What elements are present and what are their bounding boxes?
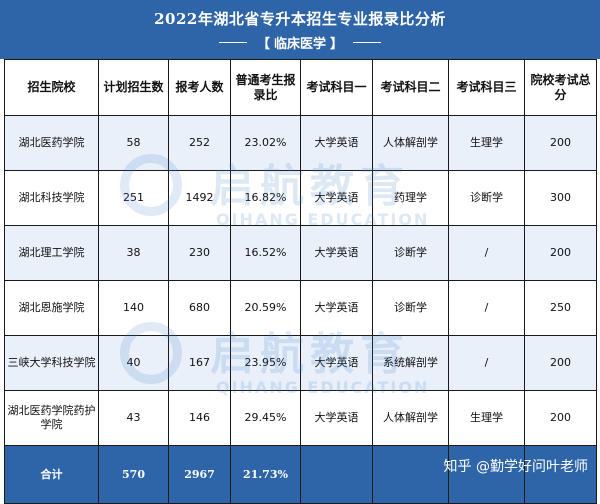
subject-two-cell: 诊断学 [372,225,449,281]
column-header: 报考人数 [168,59,231,116]
column-header: 普通考生报录比 [230,59,301,116]
table-row: 湖北恩施学院 140 680 20.59% 大学英语 诊断学 / 250 [4,280,597,336]
major-subtitle: 临床医学 [273,36,326,52]
total-label-cell: 合计 [4,445,99,504]
table-row: 湖北医药学院药护学院 43 146 29.45% 大学英语 人体解剖学 生理学 … [4,390,597,446]
subject-one-cell: 大学英语 [300,170,373,226]
planned-enrollment-cell: 251 [98,170,169,226]
planned-enrollment-cell: 38 [98,225,169,281]
school-name-cell: 湖北医药学院药护学院 [4,390,99,446]
subject-three-cell: 生理学 [448,390,525,446]
admission-ratio-table: 招生院校 计划招生数 报考人数 普通考生报录比 考试科目一 考试科目二 考试科目… [4,59,597,504]
column-header: 考试科目二 [372,59,449,116]
subject-two-cell: 人体解剖学 [372,115,449,171]
total-score-cell: 200 [524,115,597,171]
total-score-cell: 250 [524,280,597,336]
school-name-cell: 湖北理工学院 [4,225,99,281]
column-header: 计划招生数 [98,59,169,116]
subject-two-cell: 人体解剖学 [372,390,449,446]
table-row: 三峡大学科技学院 40 167 23.95% 大学英语 系统解剖学 / 200 [4,335,597,391]
subject-one-cell: 大学英语 [300,115,373,171]
subject-one-cell: 大学英语 [300,390,373,446]
table-row: 湖北医药学院 58 252 23.02% 大学英语 人体解剖学 生理学 200 [4,115,597,171]
table-row: 湖北科技学院 251 1492 16.82% 大学英语 药理学 诊断学 300 [4,170,597,226]
subject-three-cell: / [448,335,525,391]
planned-enrollment-cell: 40 [98,335,169,391]
admission-ratio-cell: 20.59% [230,280,301,336]
school-name-cell: 湖北恩施学院 [4,280,99,336]
subtitle-bracket-open: 【 [256,36,270,52]
column-header: 招生院校 [4,59,99,116]
school-name-cell: 湖北医药学院 [4,115,99,171]
total-score-cell: 200 [524,390,597,446]
subject-one-cell: 大学英语 [300,225,373,281]
applicants-cell: 252 [168,115,231,171]
admission-ratio-cell: 23.02% [230,115,301,171]
table-row: 湖北理工学院 38 230 16.52% 大学英语 诊断学 / 200 [4,225,597,281]
subject-three-cell: / [448,225,525,281]
total-score-cell: 200 [524,225,597,281]
total-empty-cell [372,445,449,504]
total-ratio-cell: 21.73% [230,445,301,504]
subject-two-cell: 系统解剖学 [372,335,449,391]
total-planned-cell: 570 [98,445,169,504]
subject-two-cell: 诊断学 [372,280,449,336]
school-name-cell: 湖北科技学院 [4,170,99,226]
subject-two-cell: 药理学 [372,170,449,226]
subject-three-cell: / [448,280,525,336]
subtitle-bracket-close: 】 [330,36,344,52]
subject-three-cell: 生理学 [448,115,525,171]
right-dash [353,41,382,43]
admission-ratio-cell: 16.52% [230,225,301,281]
school-name-cell: 三峡大学科技学院 [4,335,99,391]
author-credit: 知乎 @勤学好问叶老师 [443,459,588,475]
total-applicants-cell: 2967 [168,445,231,504]
total-empty-cell [300,445,373,504]
applicants-cell: 146 [168,390,231,446]
admission-ratio-cell: 23.95% [230,335,301,391]
admission-ratio-cell: 16.82% [230,170,301,226]
applicants-cell: 680 [168,280,231,336]
planned-enrollment-cell: 140 [98,280,169,336]
applicants-cell: 167 [168,335,231,391]
subject-one-cell: 大学英语 [300,335,373,391]
applicants-cell: 1492 [168,170,231,226]
subject-one-cell: 大学英语 [300,280,373,336]
table-header-row: 招生院校 计划招生数 报考人数 普通考生报录比 考试科目一 考试科目二 考试科目… [4,59,597,116]
column-header: 考试科目一 [300,59,373,116]
applicants-cell: 230 [168,225,231,281]
left-dash [218,41,247,43]
admission-ratio-cell: 29.45% [230,390,301,446]
page-title: 2022年湖北省专升本招生专业报录比分析 [154,10,446,28]
table-header-banner: 2022年湖北省专升本招生专业报录比分析 【 临床医学 】 [0,0,600,59]
column-header: 考试科目三 [448,59,525,116]
subject-three-cell: 诊断学 [448,170,525,226]
total-score-cell: 200 [524,335,597,391]
column-header: 院校考试总分 [524,59,597,116]
planned-enrollment-cell: 43 [98,390,169,446]
planned-enrollment-cell: 58 [98,115,169,171]
subtitle-row: 【 临床医学 】 [0,33,600,52]
total-score-cell: 300 [524,170,597,226]
